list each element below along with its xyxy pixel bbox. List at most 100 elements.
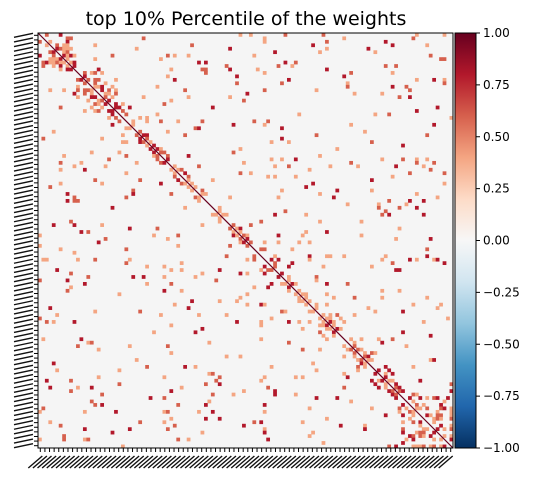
- heatmap-cell: [58, 67, 63, 72]
- heatmap-cell: [401, 413, 405, 418]
- x-tick-label: [359, 455, 375, 469]
- heatmap-cell: [435, 413, 440, 418]
- heatmap-cell: [165, 154, 170, 158]
- heatmap-cell: [69, 46, 73, 51]
- heatmap-cell: [55, 268, 60, 272]
- heatmap-cell: [314, 396, 319, 400]
- heatmap-cell: [363, 361, 367, 366]
- y-tick-label: [13, 396, 34, 403]
- heatmap-cell: [259, 320, 264, 324]
- heatmap-cell: [89, 340, 94, 345]
- heatmap-cell: [300, 326, 305, 331]
- heatmap-cell: [307, 406, 312, 411]
- heatmap-cell: [397, 268, 402, 272]
- y-tick-label: [13, 240, 34, 246]
- y-tick-label: [13, 106, 34, 112]
- heatmap-cell: [290, 282, 295, 286]
- heatmap-cell: [394, 392, 398, 397]
- heatmap-cell: [155, 157, 160, 162]
- heatmap-cell: [262, 403, 267, 407]
- heatmap-cell: [200, 326, 205, 331]
- heatmap-cell: [110, 95, 115, 100]
- heatmap-cell: [394, 396, 398, 400]
- y-tick-label: [13, 433, 34, 440]
- heatmap-cell: [176, 167, 181, 172]
- heatmap-cell: [44, 33, 49, 37]
- heatmap-cell: [217, 375, 222, 380]
- heatmap-cell: [300, 347, 305, 352]
- x-tick-label: [433, 455, 449, 469]
- heatmap-cell: [293, 174, 298, 179]
- heatmap-cell: [65, 43, 70, 48]
- heatmap-cell: [425, 254, 430, 259]
- heatmap-cell: [401, 420, 405, 425]
- heatmap-cell: [293, 392, 298, 397]
- heatmap-cell: [76, 385, 80, 390]
- heatmap-cell: [107, 109, 111, 113]
- heatmap-cell: [100, 136, 105, 141]
- y-tick-label: [13, 69, 34, 75]
- heatmap-cell: [269, 365, 274, 369]
- heatmap-cell: [48, 39, 53, 44]
- heatmap-cell: [428, 167, 433, 172]
- heatmap-cell: [231, 150, 236, 155]
- x-tick-label: [336, 455, 352, 469]
- heatmap-cell: [141, 133, 146, 138]
- y-tick-label: [13, 355, 34, 361]
- heatmap-cell: [425, 396, 430, 400]
- heatmap-cell: [110, 84, 115, 89]
- y-tick-label: [13, 189, 34, 195]
- heatmap-cell: [152, 143, 156, 148]
- heatmap-cell: [114, 116, 118, 120]
- heatmap-cell: [397, 406, 402, 411]
- heatmap-cell: [248, 223, 253, 227]
- heatmap-cell: [165, 344, 170, 349]
- heatmap-cell: [65, 64, 70, 68]
- y-tick-label: [13, 101, 34, 108]
- heatmap-cell: [138, 420, 143, 425]
- heatmap-cell: [51, 57, 56, 61]
- heatmap-cell: [165, 409, 170, 414]
- heatmap-cell: [103, 237, 108, 241]
- heatmap-cell: [96, 84, 101, 89]
- heatmap-cell: [297, 295, 302, 300]
- heatmap-cell: [165, 237, 170, 241]
- heatmap-cell: [345, 81, 350, 86]
- heatmap-cell: [280, 81, 284, 86]
- heatmap-cell: [169, 268, 174, 272]
- y-tick-label: [13, 272, 34, 278]
- heatmap-cell: [238, 226, 243, 231]
- heatmap-cell: [131, 122, 136, 127]
- heatmap-cell: [141, 275, 146, 279]
- heatmap-cell: [408, 199, 412, 203]
- heatmap-cell: [280, 309, 284, 314]
- heatmap-cell: [55, 313, 60, 317]
- heatmap-cell: [387, 368, 392, 373]
- x-tick-label: [189, 455, 205, 469]
- heatmap-cell: [169, 351, 174, 355]
- heatmap-cell: [411, 434, 416, 438]
- heatmap-cell: [100, 403, 105, 407]
- y-tick-label: [13, 281, 34, 287]
- heatmap-cell: [318, 330, 322, 335]
- y-tick-label: [13, 92, 34, 98]
- heatmap-cell: [183, 171, 188, 176]
- heatmap-cell: [387, 212, 392, 217]
- heatmap-cell: [287, 285, 291, 290]
- y-tick-label: [13, 346, 34, 352]
- heatmap-cell: [414, 33, 419, 37]
- heatmap-cell: [446, 396, 450, 400]
- heatmap-cell: [51, 53, 56, 58]
- heatmap-cell: [76, 199, 80, 203]
- heatmap-cell: [380, 378, 385, 383]
- heatmap-cell: [127, 344, 132, 349]
- heatmap-cell: [152, 150, 156, 155]
- heatmap-cell: [210, 371, 215, 376]
- heatmap-cell: [394, 268, 398, 272]
- heatmap-cell: [93, 178, 98, 183]
- heatmap-cell: [266, 285, 271, 290]
- heatmap-cell: [293, 375, 298, 380]
- heatmap-cell: [72, 164, 77, 169]
- heatmap-cell: [449, 427, 454, 432]
- heatmap-cell: [359, 219, 364, 224]
